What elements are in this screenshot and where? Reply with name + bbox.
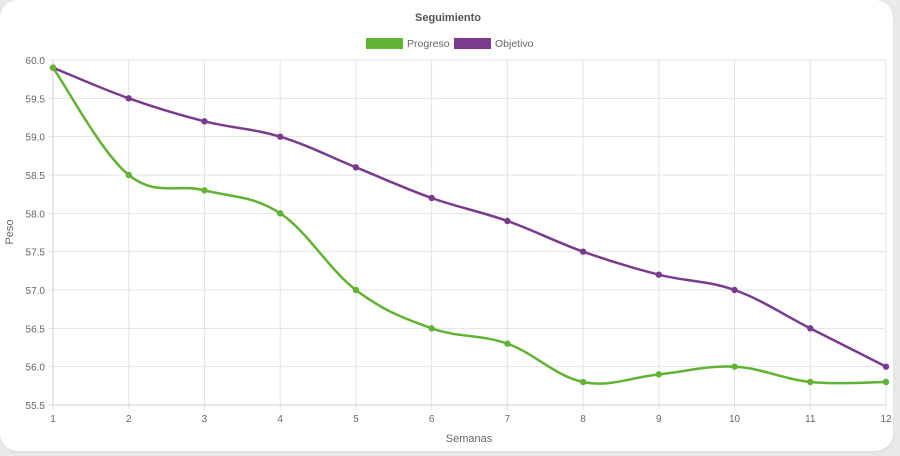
- data-point-objetivo-10[interactable]: [731, 286, 738, 294]
- data-point-progreso-7[interactable]: [504, 340, 511, 347]
- x-tick-label: 8: [580, 414, 586, 425]
- x-tick-label: 4: [277, 414, 283, 425]
- data-point-objetivo-6[interactable]: [428, 194, 435, 202]
- x-tick-label: 1: [50, 414, 56, 425]
- data-point-objetivo-11[interactable]: [807, 325, 814, 332]
- data-point-progreso-6[interactable]: [428, 325, 435, 332]
- x-tick-label: 6: [429, 414, 435, 425]
- y-tick-label: 60.0: [26, 56, 46, 67]
- legend-swatch: [366, 38, 403, 49]
- y-tick-label: 58.0: [26, 209, 46, 220]
- data-point-objetivo-8[interactable]: [579, 248, 587, 255]
- data-point-objetivo-3[interactable]: [201, 118, 208, 125]
- data-point-progreso-10[interactable]: [731, 363, 738, 370]
- data-point-progreso-4[interactable]: [276, 210, 284, 217]
- legend-label: Progreso: [407, 38, 450, 50]
- data-point-progreso-2[interactable]: [125, 171, 132, 179]
- y-tick-label: 55.5: [26, 401, 46, 412]
- series-layer: [49, 64, 890, 386]
- x-axis-label: Semanas: [446, 433, 493, 445]
- x-tick-label: 10: [729, 414, 741, 425]
- series-progreso: [49, 64, 890, 386]
- data-point-objetivo-2[interactable]: [125, 95, 132, 102]
- x-tick-label: 5: [353, 414, 359, 425]
- data-point-objetivo-9[interactable]: [655, 271, 663, 278]
- data-point-progreso-12[interactable]: [882, 378, 890, 386]
- data-point-objetivo-5[interactable]: [352, 164, 360, 171]
- data-point-progreso-9[interactable]: [655, 371, 663, 378]
- y-tick-label: 56.0: [26, 363, 46, 374]
- y-tick-label: 59.0: [26, 133, 46, 144]
- legend-item-objetivo[interactable]: Objetivo: [454, 38, 534, 50]
- y-tick-label: 59.5: [26, 94, 46, 105]
- data-point-progreso-11[interactable]: [807, 378, 814, 386]
- legend: Progreso Objetivo: [366, 38, 534, 50]
- series-objetivo: [49, 64, 890, 370]
- data-point-progreso-3[interactable]: [201, 187, 208, 194]
- y-tick-label: 58.5: [26, 171, 46, 182]
- data-point-progreso-5[interactable]: [352, 286, 360, 294]
- data-point-objetivo-12[interactable]: [882, 363, 890, 370]
- data-point-progreso-8[interactable]: [579, 378, 587, 386]
- x-tick-label: 2: [126, 414, 132, 425]
- chart-grid: [48, 59, 887, 410]
- x-tick-label: 11: [805, 414, 816, 425]
- chart-title: Seguimiento: [415, 12, 481, 24]
- y-tick-label: 56.5: [26, 324, 46, 335]
- legend-label: Objetivo: [495, 38, 534, 50]
- x-tick-label: 12: [880, 414, 892, 425]
- data-point-progreso-1[interactable]: [49, 64, 57, 71]
- y-tick-label: 57.5: [26, 248, 46, 259]
- x-tick-label: 7: [505, 414, 511, 425]
- y-axis-label: Peso: [4, 219, 16, 244]
- y-tick-label: 57.0: [26, 286, 46, 297]
- series-line-objetivo: [52, 66, 887, 368]
- data-point-objetivo-4[interactable]: [276, 133, 284, 140]
- y-axis-ticks: 60.0 59.5 59.0 58.5 58.0 57.5 57.0 56.5 56.0 55.5: [26, 56, 46, 412]
- legend-swatch: [454, 38, 491, 49]
- legend-item-progreso[interactable]: Progreso: [366, 38, 450, 50]
- data-point-objetivo-7[interactable]: [504, 217, 511, 225]
- x-axis-ticks: 1 2 3 4 5 6 7 8 9 10 11 12: [50, 414, 892, 425]
- x-tick-label: 9: [656, 414, 662, 425]
- x-tick-label: 3: [202, 414, 208, 425]
